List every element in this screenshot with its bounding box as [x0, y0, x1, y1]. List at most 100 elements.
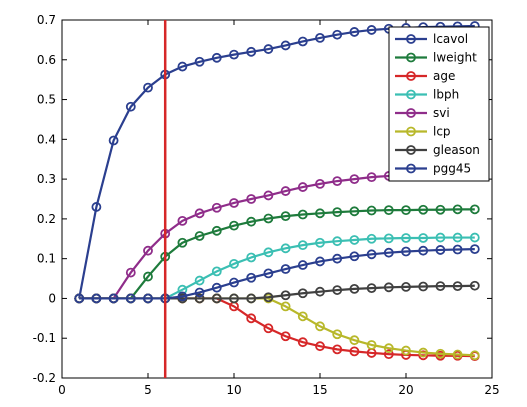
data-point-lbph — [366, 233, 377, 244]
data-point-lweight — [349, 206, 360, 217]
data-point-lcp — [418, 347, 429, 358]
data-point-gleason — [383, 282, 394, 293]
data-point-lcavol — [332, 29, 343, 40]
data-point-lcavol — [315, 33, 325, 43]
data-point-lweight — [315, 208, 325, 219]
data-point-lweight — [452, 204, 463, 215]
data-point-gleason — [297, 288, 308, 299]
data-point-age — [349, 346, 360, 357]
data-point-svi — [143, 245, 153, 256]
data-point-lbph — [297, 240, 308, 251]
y-tick-label: 0.7 — [37, 13, 56, 27]
data-point-lcp — [332, 329, 343, 340]
legend-marker-lweight — [406, 52, 416, 63]
x-tick-label: 20 — [398, 383, 413, 397]
y-tick-label: 0.4 — [37, 132, 56, 146]
data-point-lweight — [366, 205, 377, 216]
legend-item-gleason: gleason — [395, 143, 480, 157]
data-point-lbph — [383, 233, 394, 244]
y-tick-label: 0.5 — [37, 93, 56, 107]
series-pgg45 — [74, 244, 480, 304]
data-point-lbph — [194, 275, 205, 286]
data-point-gleason — [452, 281, 463, 292]
data-point-svi — [125, 267, 136, 278]
legend-label: lcavol — [433, 32, 468, 46]
legend-item-lcavol: lcavol — [395, 32, 468, 46]
data-point-lcavol — [246, 46, 257, 57]
y-tick-label: -0.1 — [33, 331, 56, 345]
data-point-lcp — [366, 340, 377, 350]
data-point-gleason — [349, 283, 360, 294]
data-point-lweight — [194, 231, 205, 241]
data-point-lcavol — [349, 27, 360, 37]
data-point-lbph — [435, 232, 446, 243]
data-point-gleason — [332, 285, 343, 295]
data-point-gleason — [418, 281, 429, 292]
data-point-pgg45 — [194, 287, 205, 298]
data-point-lweight — [211, 225, 222, 236]
data-point-lweight — [297, 209, 308, 220]
data-point-pgg45 — [143, 293, 153, 304]
data-point-gleason — [435, 281, 446, 292]
data-point-lweight — [332, 207, 343, 218]
data-point-pgg45 — [74, 293, 85, 304]
data-point-age — [315, 341, 325, 352]
data-point-svi — [366, 172, 377, 183]
data-point-lweight — [435, 204, 446, 215]
data-point-lbph — [315, 237, 325, 248]
y-tick-label: 0.2 — [37, 212, 56, 226]
legend-marker-svi — [406, 108, 416, 118]
legend-item-svi: svi — [395, 106, 450, 120]
data-point-lcp — [349, 335, 360, 346]
data-point-age — [280, 331, 291, 342]
data-point-svi — [229, 198, 239, 208]
data-point-pgg45 — [418, 245, 429, 256]
data-point-pgg45 — [366, 249, 377, 260]
legend-item-lcp: lcp — [395, 125, 451, 139]
legend-label: lweight — [433, 51, 477, 65]
data-point-lweight — [469, 204, 480, 215]
data-point-lcavol — [297, 36, 308, 47]
legend-item-pgg45: pgg45 — [395, 162, 471, 176]
data-point-lcavol — [194, 56, 205, 67]
data-point-gleason — [194, 293, 205, 304]
data-point-gleason — [401, 282, 411, 292]
legend-label: lbph — [433, 88, 459, 102]
data-point-lcavol — [280, 40, 291, 51]
data-point-lcp — [435, 348, 446, 359]
legend-item-lweight: lweight — [395, 51, 477, 65]
data-point-lbph — [349, 235, 360, 245]
legend-marker-pgg45 — [406, 163, 416, 174]
data-point-lcavol — [108, 135, 119, 146]
data-point-lweight — [280, 211, 291, 222]
data-point-lcavol — [229, 49, 239, 60]
y-tick-label: -0.2 — [33, 371, 56, 385]
data-point-pgg45 — [435, 245, 446, 255]
data-point-lcp — [383, 343, 394, 354]
data-point-lcp — [401, 345, 411, 356]
data-point-lweight — [143, 271, 153, 282]
data-point-pgg45 — [263, 268, 274, 279]
legend-marker-lbph — [406, 89, 416, 100]
data-point-svi — [297, 182, 308, 192]
legend-marker-lcavol — [406, 34, 416, 44]
data-point-lbph — [401, 233, 411, 243]
data-point-pgg45 — [125, 293, 136, 304]
legend-marker-age — [406, 71, 416, 81]
data-point-pgg45 — [383, 247, 394, 258]
legend-label: age — [433, 69, 455, 83]
x-tick-label: 15 — [312, 383, 327, 397]
data-point-gleason — [229, 293, 239, 304]
data-point-lweight — [177, 237, 188, 248]
legend-marker-gleason — [406, 145, 416, 155]
x-tick-label: 5 — [144, 383, 152, 397]
data-point-pgg45 — [315, 256, 325, 267]
data-point-lweight — [401, 205, 411, 216]
data-point-lcavol — [211, 52, 222, 63]
data-point-gleason — [211, 293, 222, 304]
legend-label: pgg45 — [433, 162, 471, 176]
data-point-pgg45 — [246, 272, 257, 283]
legend-label: lcp — [433, 125, 451, 139]
data-point-svi — [194, 208, 205, 219]
data-point-gleason — [469, 280, 480, 291]
